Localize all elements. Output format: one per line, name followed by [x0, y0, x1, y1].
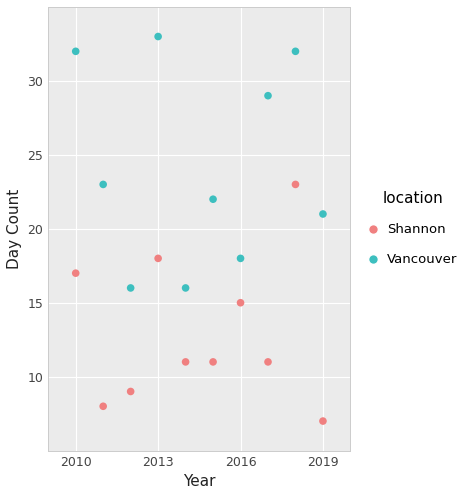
Y-axis label: Day Count: Day Count — [7, 188, 22, 269]
X-axis label: Year: Year — [183, 474, 216, 489]
Shannon — [127, 387, 135, 395]
Shannon — [154, 254, 162, 262]
Shannon — [237, 299, 244, 307]
Vancouver — [154, 33, 162, 41]
Vancouver — [72, 47, 79, 55]
Shannon — [182, 358, 189, 366]
Shannon — [209, 358, 217, 366]
Vancouver — [127, 284, 135, 292]
Legend: Shannon, Vancouver: Shannon, Vancouver — [363, 185, 464, 273]
Vancouver — [264, 92, 272, 100]
Shannon — [264, 358, 272, 366]
Vancouver — [292, 47, 299, 55]
Vancouver — [209, 195, 217, 203]
Vancouver — [100, 181, 107, 188]
Shannon — [72, 269, 79, 277]
Shannon — [100, 402, 107, 410]
Vancouver — [182, 284, 189, 292]
Vancouver — [237, 254, 244, 262]
Shannon — [319, 417, 327, 425]
Shannon — [292, 181, 299, 188]
Vancouver — [319, 210, 327, 218]
